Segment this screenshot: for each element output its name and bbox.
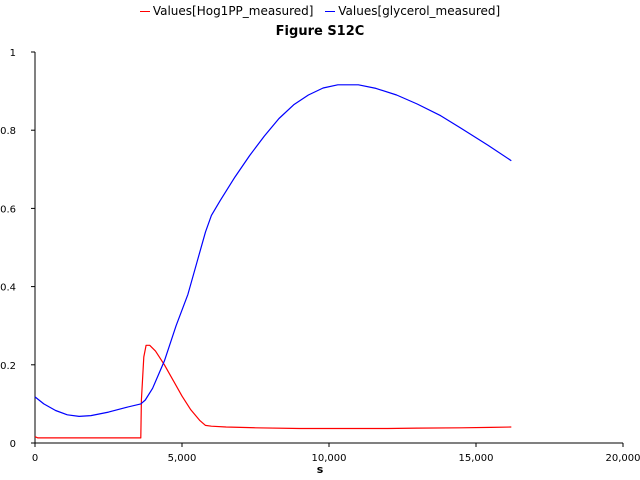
series-lines: [34, 84, 512, 439]
series-line-1: [34, 84, 512, 417]
legend-item-glycerol[interactable]: Values[glycerol_measured]: [325, 4, 500, 18]
series-line-0: [34, 344, 512, 439]
legend-item-hog1pp[interactable]: Values[Hog1PP_measured]: [139, 4, 314, 18]
chart-title: Figure S12C: [275, 24, 365, 39]
x-tick-label: 20,000: [606, 453, 640, 464]
x-tick-label: 15,000: [459, 453, 494, 464]
y-tick-label: 0.8: [0, 126, 16, 137]
x-tick-label: 0: [32, 453, 38, 464]
y-tick-label: 0.2: [0, 361, 16, 372]
x-tick-label: 10,000: [312, 453, 347, 464]
x-tick-label: 5,000: [168, 453, 197, 464]
legend-label-glycerol: Values[glycerol_measured]: [338, 4, 501, 18]
y-tick-label: 0.4: [0, 283, 16, 294]
legend-label-hog1pp: Values[Hog1PP_measured]: [152, 4, 314, 18]
y-tick-label: 0.6: [0, 204, 16, 215]
legend: Values[Hog1PP_measured] Values[glycerol_…: [0, 4, 640, 18]
legend-swatch-hog1pp: [139, 11, 150, 12]
legend-swatch-glycerol: [325, 11, 336, 12]
axes: 0 5,000 10,000 15,000 20,000 0 0.2 0.4 0.6 0.8 1: [0, 48, 640, 464]
y-tick-label: 0: [10, 439, 16, 450]
x-axis-label: s: [316, 463, 324, 476]
y-tick-label: 1: [10, 48, 16, 59]
